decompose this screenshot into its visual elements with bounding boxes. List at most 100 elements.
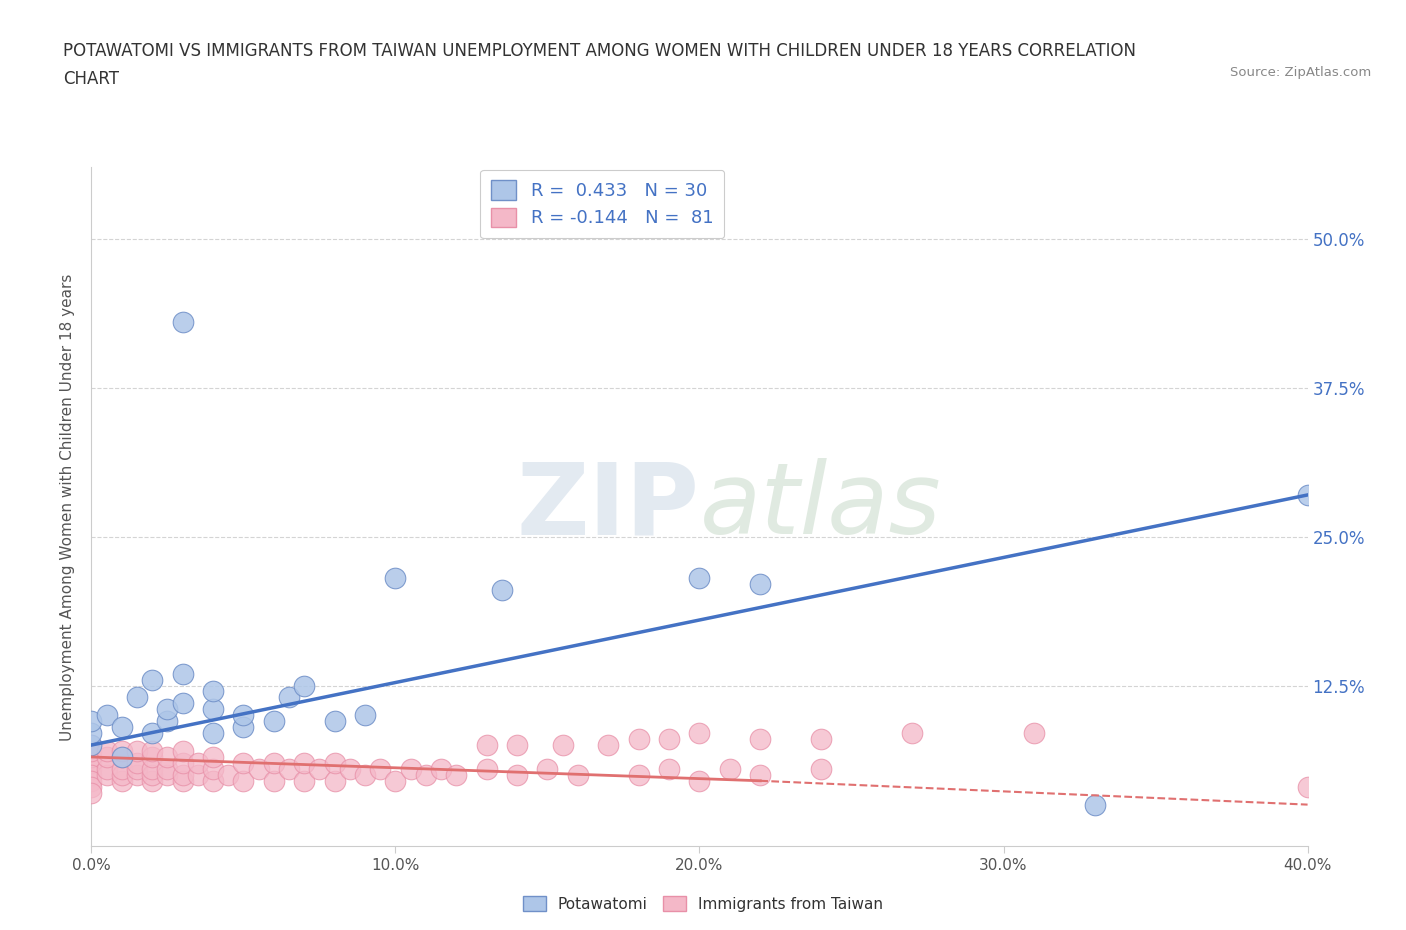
Point	[810, 732, 832, 747]
Point	[232, 708, 254, 723]
Point	[96, 762, 118, 777]
Point	[232, 720, 254, 735]
Point	[718, 762, 741, 777]
Point	[688, 725, 710, 740]
Y-axis label: Unemployment Among Women with Children Under 18 years: Unemployment Among Women with Children U…	[60, 273, 76, 740]
Text: CHART: CHART	[63, 71, 120, 88]
Point	[263, 774, 285, 789]
Point	[491, 583, 513, 598]
Point	[430, 762, 453, 777]
Point	[536, 762, 558, 777]
Point	[156, 714, 179, 729]
Point	[627, 767, 650, 782]
Point	[80, 755, 103, 770]
Point	[292, 774, 315, 789]
Point	[688, 774, 710, 789]
Point	[444, 767, 467, 782]
Point	[627, 732, 650, 747]
Legend: R =  0.433   N = 30, R = -0.144   N =  81: R = 0.433 N = 30, R = -0.144 N = 81	[481, 169, 724, 238]
Point	[323, 774, 346, 789]
Point	[232, 774, 254, 789]
Point	[551, 737, 574, 752]
Point	[172, 755, 194, 770]
Point	[111, 762, 134, 777]
Point	[80, 762, 103, 777]
Point	[172, 774, 194, 789]
Point	[111, 720, 134, 735]
Point	[172, 696, 194, 711]
Point	[141, 672, 163, 687]
Point	[187, 767, 209, 782]
Point	[475, 762, 498, 777]
Point	[749, 732, 772, 747]
Point	[96, 744, 118, 759]
Point	[232, 755, 254, 770]
Point	[323, 755, 346, 770]
Point	[80, 725, 103, 740]
Text: POTAWATOMI VS IMMIGRANTS FROM TAIWAN UNEMPLOYMENT AMONG WOMEN WITH CHILDREN UNDE: POTAWATOMI VS IMMIGRANTS FROM TAIWAN UNE…	[63, 43, 1136, 60]
Point	[598, 737, 620, 752]
Point	[111, 774, 134, 789]
Point	[80, 737, 103, 752]
Point	[354, 708, 377, 723]
Point	[810, 762, 832, 777]
Point	[172, 666, 194, 681]
Point	[567, 767, 589, 782]
Point	[688, 571, 710, 586]
Point	[901, 725, 924, 740]
Point	[202, 725, 225, 740]
Point	[125, 744, 148, 759]
Point	[1084, 797, 1107, 812]
Point	[156, 762, 179, 777]
Point	[156, 702, 179, 717]
Point	[399, 762, 422, 777]
Point	[111, 750, 134, 764]
Point	[415, 767, 437, 782]
Point	[141, 767, 163, 782]
Point	[80, 714, 103, 729]
Text: ZIP: ZIP	[516, 458, 699, 555]
Point	[749, 767, 772, 782]
Point	[141, 774, 163, 789]
Point	[172, 744, 194, 759]
Point	[202, 684, 225, 699]
Point	[125, 755, 148, 770]
Point	[202, 750, 225, 764]
Point	[278, 762, 301, 777]
Point	[475, 737, 498, 752]
Point	[339, 762, 361, 777]
Point	[217, 767, 239, 782]
Point	[80, 737, 103, 752]
Point	[111, 750, 134, 764]
Point	[80, 774, 103, 789]
Point	[506, 767, 529, 782]
Point	[263, 714, 285, 729]
Point	[80, 779, 103, 794]
Point	[292, 755, 315, 770]
Point	[384, 571, 406, 586]
Point	[96, 750, 118, 764]
Point	[187, 755, 209, 770]
Point	[80, 767, 103, 782]
Point	[80, 785, 103, 800]
Point	[96, 767, 118, 782]
Point	[202, 702, 225, 717]
Point	[111, 767, 134, 782]
Point	[202, 762, 225, 777]
Legend: Potawatomi, Immigrants from Taiwan: Potawatomi, Immigrants from Taiwan	[516, 889, 890, 918]
Point	[658, 762, 681, 777]
Point	[202, 774, 225, 789]
Point	[292, 678, 315, 693]
Point	[323, 714, 346, 729]
Point	[80, 750, 103, 764]
Point	[141, 750, 163, 764]
Point	[125, 690, 148, 705]
Text: Source: ZipAtlas.com: Source: ZipAtlas.com	[1230, 66, 1371, 79]
Point	[354, 767, 377, 782]
Text: atlas: atlas	[699, 458, 941, 555]
Point	[247, 762, 270, 777]
Point	[156, 750, 179, 764]
Point	[96, 708, 118, 723]
Point	[368, 762, 391, 777]
Point	[384, 774, 406, 789]
